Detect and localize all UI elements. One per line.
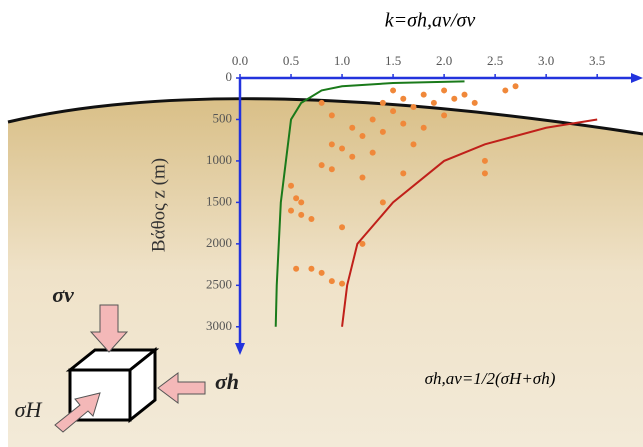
data-point <box>349 125 355 131</box>
data-point <box>298 199 304 205</box>
data-point <box>293 266 299 272</box>
chart: k=σh,av/σv Βάθος z (m) σh,av=1/2(σH+σh) … <box>0 0 643 447</box>
y-tick-label: 3000 <box>206 318 232 333</box>
data-point <box>513 83 519 89</box>
data-point <box>359 133 365 139</box>
data-point <box>410 104 416 110</box>
data-point <box>400 121 406 127</box>
x-tick-label: 0.5 <box>283 53 299 68</box>
data-point <box>339 224 345 230</box>
data-point <box>472 100 478 106</box>
data-point <box>380 129 386 135</box>
data-point <box>400 170 406 176</box>
data-point <box>431 100 437 106</box>
data-point <box>410 141 416 147</box>
data-point <box>482 158 488 164</box>
y-tick-label: 1000 <box>206 152 232 167</box>
data-point <box>349 154 355 160</box>
x-tick-label: 1.5 <box>385 53 401 68</box>
y-tick-label: 0 <box>226 69 233 84</box>
data-point <box>329 141 335 147</box>
data-point <box>380 199 386 205</box>
formula: σh,av=1/2(σH+σh) <box>425 369 556 388</box>
y-tick-label: 1500 <box>206 193 232 208</box>
data-point <box>380 100 386 106</box>
chart-title: k=σh,av/σv <box>385 10 476 32</box>
data-point <box>421 92 427 98</box>
data-point <box>482 170 488 176</box>
x-tick-label: 1.0 <box>334 53 350 68</box>
x-axis-arrow <box>631 73 643 83</box>
data-point <box>329 166 335 172</box>
data-point <box>329 278 335 284</box>
data-point <box>339 145 345 151</box>
data-point <box>441 87 447 93</box>
data-point <box>421 125 427 131</box>
y-tick-label: 2500 <box>206 276 232 291</box>
data-point <box>319 100 325 106</box>
x-tick-label: 2.5 <box>487 53 503 68</box>
sigma-v-label: σv <box>52 282 74 307</box>
sigma-H-label: σH <box>15 397 43 422</box>
data-point <box>502 87 508 93</box>
data-point <box>319 270 325 276</box>
x-tick-label: 3.5 <box>589 53 605 68</box>
data-point <box>359 175 365 181</box>
y-axis-label: Βάθος z (m) <box>148 158 169 252</box>
y-tick-label: 500 <box>213 110 233 125</box>
data-point <box>390 87 396 93</box>
data-point <box>451 96 457 102</box>
sigma-h-label: σh <box>215 369 239 394</box>
data-point <box>339 281 345 287</box>
data-point <box>293 195 299 201</box>
y-tick-label: 2000 <box>206 235 232 250</box>
data-point <box>400 96 406 102</box>
data-point <box>329 112 335 118</box>
data-point <box>308 216 314 222</box>
x-tick-label: 2.0 <box>436 53 452 68</box>
data-point <box>308 266 314 272</box>
data-point <box>370 150 376 156</box>
data-point <box>370 116 376 122</box>
data-point <box>319 162 325 168</box>
data-point <box>288 208 294 214</box>
x-tick-label: 0.0 <box>232 53 248 68</box>
x-tick-label: 3.0 <box>538 53 554 68</box>
data-point <box>288 183 294 189</box>
data-point <box>390 108 396 114</box>
data-point <box>441 112 447 118</box>
data-point <box>298 212 304 218</box>
data-point <box>462 92 468 98</box>
